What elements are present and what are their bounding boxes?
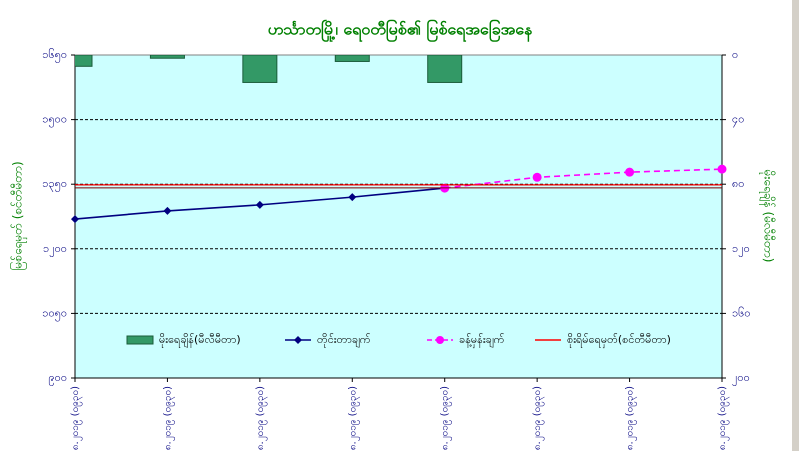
bar <box>242 55 278 83</box>
y2-axis-title: မိုးရေချိန် (မီလီမီတာ) <box>759 170 777 263</box>
y-tick-label: ၁၂၀၀ <box>43 242 67 257</box>
legend-label: စိုးရိမ်ရေမှတ်(စင်တီမီတာ) <box>567 333 671 348</box>
y2-tick-label: ၁၆၀ <box>732 306 751 319</box>
x-tick-label: ၂၃.၈.၂၀၁၉ (၀၉၃၀) <box>70 386 83 451</box>
line <box>444 168 722 189</box>
legend-marker <box>294 336 302 344</box>
legend-label: တိုင်းတာချက် <box>317 333 371 348</box>
point <box>71 215 79 224</box>
bar <box>149 55 185 59</box>
x-tick-label: ၂၆.၈.၂၀၁၉ (၀၉၃၀) <box>345 386 360 451</box>
x-tick-label: ၂၄.၈.၂၀၁၉ (၀၉၃၀) <box>162 386 175 451</box>
y2-tick-label: ၈၀ <box>732 177 744 190</box>
point <box>255 200 264 209</box>
y-tick-label: ၁၃၅၀ <box>42 177 67 192</box>
y-tick-label: ၁၀၅၀ <box>42 306 67 321</box>
point <box>532 172 542 182</box>
y2-tick-label: ၄၀ <box>732 113 744 128</box>
x-tick-label: ၂၇.၈.၂၀၁၉ (၀၉၃၀) <box>440 386 453 451</box>
y-tick-label: ၁၅၀၀ <box>42 113 67 128</box>
plot-area <box>74 54 723 379</box>
x-tick-label: ၂၅.၈.၂၀၁၉ (၀၉၃၀) <box>255 386 268 451</box>
x-tick-label: ၃၀.၈.၂၀၁၉ (၀၉၃၀) <box>717 386 730 451</box>
y-axis-title: မြစ်ရေမှတ် (စင်တီမီတာ) <box>9 161 28 270</box>
y-tick-label: ၁၆၅၀ <box>42 48 67 63</box>
y2-tick-label: ၀ <box>732 48 738 61</box>
legend-label: မိုးရေချိန်(မီလီမီတာ) <box>159 333 241 348</box>
window-edge <box>792 0 799 451</box>
y-tick-label: ၉၀၀ <box>48 371 67 386</box>
bar <box>75 55 93 67</box>
legend-marker <box>436 336 444 344</box>
x-tick-label: ၂၈.၈.၂၀၁၉ (၀၉၃၀) <box>532 386 545 451</box>
x-tick-label: ၂၉.၈.၂၀၁၉ (၀၉၃၀) <box>625 386 638 451</box>
point <box>625 167 635 177</box>
legend-label: ခန့်မှန်းချက် <box>459 333 505 348</box>
point <box>163 206 172 215</box>
point <box>348 193 357 202</box>
bar <box>427 55 463 83</box>
legend-swatch <box>126 335 154 345</box>
point <box>717 164 727 174</box>
y2-tick-label: ၁၂၀ <box>732 242 750 257</box>
y2-tick-label: ၂၀၀ <box>732 371 750 386</box>
bar <box>334 55 370 62</box>
